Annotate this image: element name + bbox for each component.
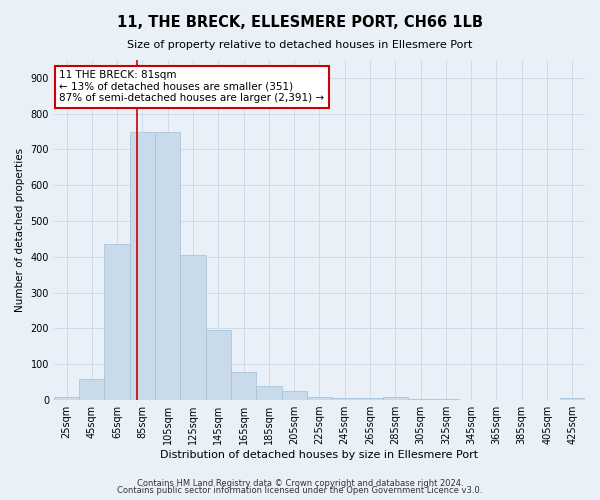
Bar: [54, 396, 79, 400]
Bar: [383, 396, 408, 400]
X-axis label: Distribution of detached houses by size in Ellesmere Port: Distribution of detached houses by size …: [160, 450, 479, 460]
Bar: [560, 398, 585, 400]
Bar: [79, 378, 104, 400]
Text: 11, THE BRECK, ELLESMERE PORT, CH66 1LB: 11, THE BRECK, ELLESMERE PORT, CH66 1LB: [117, 15, 483, 30]
Bar: [104, 244, 130, 400]
Y-axis label: Number of detached properties: Number of detached properties: [15, 148, 25, 312]
Bar: [408, 399, 433, 400]
Bar: [206, 330, 231, 400]
Text: Size of property relative to detached houses in Ellesmere Port: Size of property relative to detached ho…: [127, 40, 473, 50]
Bar: [358, 398, 383, 400]
Bar: [307, 396, 332, 400]
Bar: [332, 398, 358, 400]
Bar: [155, 132, 181, 400]
Bar: [281, 391, 307, 400]
Bar: [231, 372, 256, 400]
Bar: [181, 255, 206, 400]
Bar: [130, 132, 155, 400]
Text: Contains HM Land Registry data © Crown copyright and database right 2024.: Contains HM Land Registry data © Crown c…: [137, 478, 463, 488]
Text: Contains public sector information licensed under the Open Government Licence v3: Contains public sector information licen…: [118, 486, 482, 495]
Bar: [256, 386, 281, 400]
Text: 11 THE BRECK: 81sqm
← 13% of detached houses are smaller (351)
87% of semi-detac: 11 THE BRECK: 81sqm ← 13% of detached ho…: [59, 70, 325, 103]
